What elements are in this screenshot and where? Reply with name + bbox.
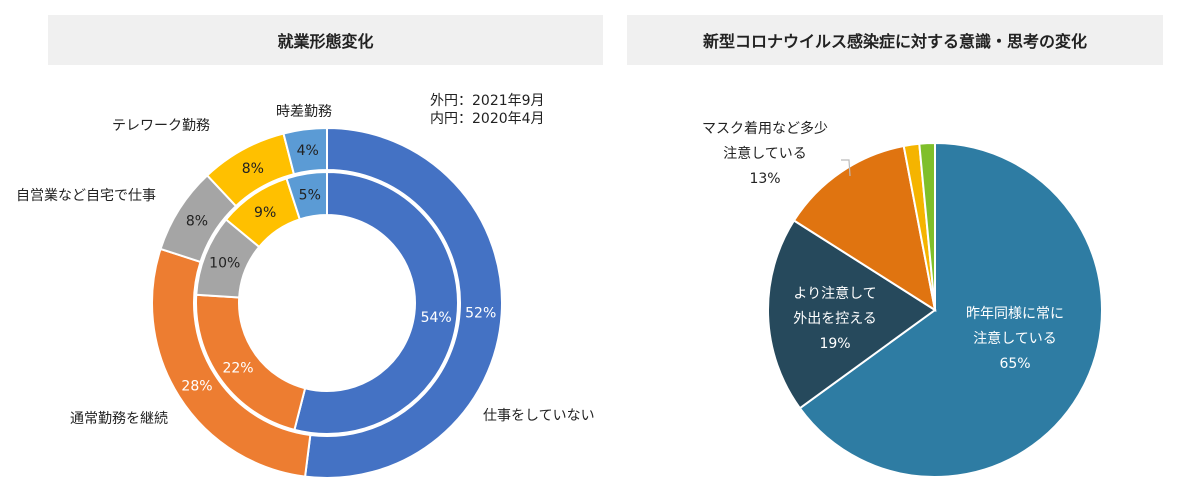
donut-category-label-3: テレワーク勤務 — [112, 118, 210, 134]
donut-outer-data-label: 4% — [297, 143, 319, 159]
donut-outer-slice-0 — [303, 126, 504, 479]
donut-category-label-0: 仕事をしていない — [483, 408, 595, 424]
left-chart-title: 就業形態変化 — [48, 15, 603, 65]
pie-slice-4 — [918, 141, 936, 311]
donut-category-label-2: 自営業など自宅で仕事 — [16, 188, 156, 204]
donut-category-label-1: 通常勤務を継続 — [70, 410, 168, 427]
legend-note-inner: 内円：2020年4月 — [430, 111, 545, 127]
pie-slice-0 — [798, 141, 1103, 478]
pie-slice-2 — [792, 144, 937, 313]
donut-outer-data-label: 8% — [186, 213, 208, 229]
donut-inner-slice-4 — [285, 170, 328, 221]
pie-data-label-0: 昨年同様に常に注意している 65% — [966, 306, 1064, 372]
pie-leader-line — [841, 159, 851, 177]
donut-outer-slice-4 — [282, 126, 328, 176]
pie-slice-1 — [767, 219, 937, 410]
donut-inner-data-label: 10% — [209, 256, 240, 272]
pie-data-label-1: より注意して外出を控える 19% — [793, 285, 877, 352]
pie-data-label-2: マスク着用など多少注意している 13% — [702, 120, 828, 187]
donut-outer-data-label: 52% — [465, 306, 496, 322]
donut-outer-data-label: 8% — [242, 161, 264, 177]
donut-inner-slice-0 — [293, 170, 459, 435]
donut-inner-data-label: 5% — [299, 187, 321, 203]
donut-inner-data-label: 54% — [421, 310, 452, 326]
donut-inner-data-label: 9% — [254, 205, 276, 221]
legend-note: 外円：2021年9月 内円：2020年4月 — [430, 92, 545, 128]
donut-category-label-4: 時差勤務 — [276, 104, 332, 120]
donut-outer-data-label: 28% — [181, 379, 212, 395]
legend-note-outer: 外円：2021年9月 — [430, 93, 545, 109]
right-chart-title: 新型コロナウイルス感染症に対する意識・思考の変化 — [627, 15, 1163, 65]
donut-inner-data-label: 22% — [222, 361, 253, 377]
